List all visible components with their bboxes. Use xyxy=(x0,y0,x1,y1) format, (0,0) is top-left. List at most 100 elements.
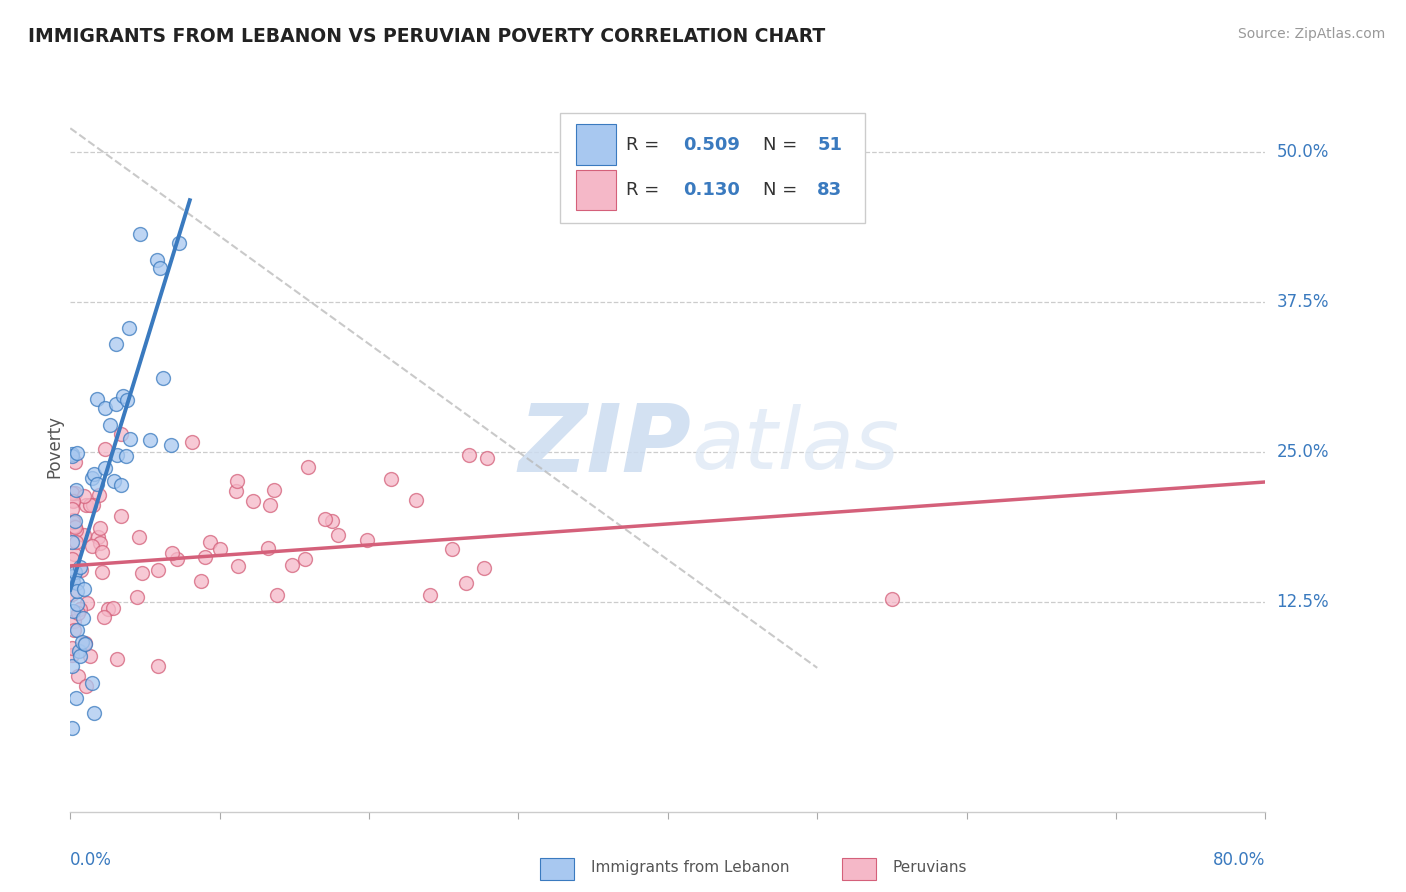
Point xyxy=(190,574,212,588)
Text: 0.130: 0.130 xyxy=(683,181,741,199)
Text: IMMIGRANTS FROM LEBANON VS PERUVIAN POVERTY CORRELATION CHART: IMMIGRANTS FROM LEBANON VS PERUVIAN POVE… xyxy=(28,27,825,45)
Point xyxy=(66,446,89,460)
Point xyxy=(65,483,87,497)
Point xyxy=(75,680,97,694)
Point xyxy=(91,545,114,559)
Point xyxy=(63,486,86,500)
Text: 51: 51 xyxy=(817,136,842,153)
Point xyxy=(475,451,498,466)
Point xyxy=(139,433,162,447)
Point xyxy=(62,614,84,628)
Point xyxy=(65,691,87,706)
Text: 50.0%: 50.0% xyxy=(1277,144,1329,161)
Point xyxy=(60,551,83,566)
Point xyxy=(66,584,89,599)
Point xyxy=(294,552,316,566)
Point xyxy=(72,610,94,624)
Text: 83: 83 xyxy=(817,181,842,199)
Point xyxy=(115,392,138,407)
Text: Peruvians: Peruvians xyxy=(893,860,967,874)
Point xyxy=(115,450,138,464)
Point xyxy=(76,596,98,610)
Point xyxy=(67,669,90,683)
FancyBboxPatch shape xyxy=(576,169,616,211)
Point xyxy=(104,397,127,411)
Point xyxy=(128,530,150,544)
Point xyxy=(440,542,463,557)
Point xyxy=(65,520,87,534)
Point xyxy=(73,528,96,542)
Point xyxy=(149,261,172,276)
Point xyxy=(226,474,249,488)
Point xyxy=(60,447,83,461)
Point xyxy=(62,574,84,589)
Point xyxy=(405,492,427,507)
FancyBboxPatch shape xyxy=(576,124,616,165)
Point xyxy=(160,438,183,452)
Point xyxy=(93,460,115,475)
Point xyxy=(75,498,97,512)
Point xyxy=(69,560,91,574)
Point xyxy=(97,601,120,615)
Point xyxy=(242,494,264,508)
Point xyxy=(62,566,84,581)
Point xyxy=(73,637,96,651)
Point xyxy=(456,575,478,590)
Point xyxy=(103,601,125,615)
Point xyxy=(314,512,336,526)
Point xyxy=(80,676,103,690)
Point xyxy=(63,455,86,469)
Point xyxy=(419,588,441,602)
Point xyxy=(65,534,87,549)
Point xyxy=(111,388,134,402)
Point xyxy=(60,568,83,582)
Point xyxy=(226,558,249,573)
Point xyxy=(60,640,83,655)
Point xyxy=(89,536,111,550)
Point xyxy=(146,252,169,267)
Point xyxy=(73,582,96,596)
Point xyxy=(86,392,108,407)
Point xyxy=(152,371,174,385)
Point xyxy=(83,706,105,720)
Point xyxy=(60,659,83,673)
Point xyxy=(86,477,108,491)
Text: 25.0%: 25.0% xyxy=(1277,443,1329,461)
Point xyxy=(129,227,152,242)
Point xyxy=(89,520,111,534)
Point xyxy=(105,449,128,463)
Point xyxy=(67,643,90,657)
Point xyxy=(259,498,281,512)
Point xyxy=(105,652,128,666)
Point xyxy=(65,576,87,591)
Point xyxy=(62,493,84,508)
Point xyxy=(125,590,148,604)
Text: R =: R = xyxy=(626,136,665,153)
Point xyxy=(63,565,86,579)
Point xyxy=(83,467,105,481)
Point xyxy=(326,527,349,541)
Point xyxy=(62,449,84,463)
Point xyxy=(167,235,190,250)
Text: Immigrants from Lebanon: Immigrants from Lebanon xyxy=(591,860,789,874)
Point xyxy=(79,649,101,664)
Point xyxy=(65,514,87,528)
Point xyxy=(90,566,112,580)
Text: Source: ZipAtlas.com: Source: ZipAtlas.com xyxy=(1237,27,1385,41)
Point xyxy=(225,483,247,498)
Point xyxy=(94,442,117,456)
Y-axis label: Poverty: Poverty xyxy=(45,415,63,477)
Point xyxy=(62,493,84,508)
Point xyxy=(80,539,103,553)
Text: atlas: atlas xyxy=(692,404,900,488)
Point xyxy=(146,659,169,673)
Point xyxy=(86,530,108,544)
Point xyxy=(60,534,83,549)
Point xyxy=(66,623,89,637)
Point xyxy=(69,563,91,577)
Point xyxy=(60,574,83,589)
Point xyxy=(321,515,343,529)
Point xyxy=(73,636,96,650)
Point xyxy=(62,623,84,637)
Text: 0.509: 0.509 xyxy=(683,136,741,153)
